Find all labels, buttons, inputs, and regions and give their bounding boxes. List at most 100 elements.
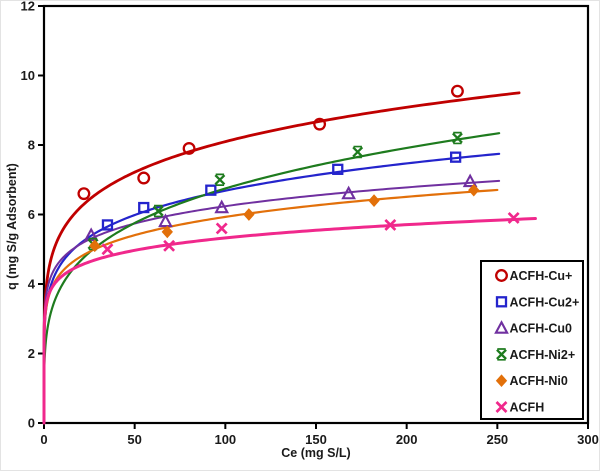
data-point-ACFH-Ni0 (368, 194, 380, 207)
x-axis-tick-label: 300 (577, 432, 599, 447)
legend-marker-ACFH (495, 401, 508, 413)
data-point-ACFH-Cu+ (182, 142, 196, 155)
y-axis-tick-label: 2 (28, 346, 35, 361)
y-axis-tick-label: 10 (21, 68, 35, 83)
y-axis-tick-label: 6 (28, 207, 35, 222)
x-marker-glyph (384, 218, 397, 231)
triangle-marker-glyph (214, 199, 230, 214)
y-axis-tick-label: 4 (28, 277, 36, 292)
x-axis-tick-label: 50 (127, 432, 141, 447)
series-curve-ACFH (42, 217, 537, 425)
x-marker-glyph (215, 222, 228, 235)
diamond-marker-glyph (495, 374, 508, 388)
data-point-ACFH-Cu2+ (332, 163, 344, 175)
data-point-ACFH-Cu0 (214, 199, 230, 214)
series-curve-ACFH-Cu0 (43, 179, 501, 424)
square-marker-glyph (332, 163, 344, 175)
x-axis-tick-label: 100 (214, 432, 236, 447)
y-axis-tick-label: 8 (28, 138, 35, 153)
square-marker-glyph (101, 219, 114, 231)
square-marker-glyph (205, 184, 217, 196)
diamond-marker-glyph (368, 194, 380, 207)
data-point-ACFH-Cu+ (77, 187, 91, 201)
triangle-marker-glyph (158, 213, 173, 228)
data-point-ACFH-Cu0 (462, 173, 478, 188)
diamond-marker-glyph (468, 183, 480, 197)
circle-marker-glyph (313, 117, 327, 131)
data-point-ACFH-Cu2+ (205, 184, 217, 196)
data-point-ACFH-Ni2+ (214, 173, 226, 186)
legend-label-ACFH-Cu0: ACFH-Cu0 (510, 322, 573, 336)
square-marker-glyph (449, 151, 462, 163)
x-marker-glyph (101, 243, 114, 256)
circle-marker-glyph (137, 171, 151, 185)
legend-marker-ACFH-Ni2+ (496, 348, 507, 361)
circle-marker-glyph (450, 84, 464, 98)
xstar-marker-glyph (497, 348, 506, 361)
xstar-marker-glyph (152, 205, 164, 217)
series-curve-ACFH-Cu2+ (42, 152, 501, 425)
y-axis-tick-label: 12 (21, 0, 35, 14)
data-point-ACFH-Cu2+ (449, 151, 462, 163)
xstar-marker-glyph (215, 173, 225, 186)
triangle-marker-glyph (462, 173, 478, 188)
data-point-ACFH-Cu0 (83, 227, 99, 242)
square-marker-glyph (138, 201, 150, 214)
legend-label-ACFH-Ni2+: ACFH-Ni2+ (510, 348, 576, 362)
data-point-ACFH-Cu+ (450, 84, 464, 98)
x-axis-tick-label: 250 (486, 432, 508, 447)
data-point-ACFH-Cu+ (137, 171, 151, 185)
legend-marker-ACFH-Cu0 (494, 320, 509, 334)
legend-marker-ACFH-Cu+ (495, 269, 508, 282)
series-curve-ACFH-Ni0 (42, 188, 499, 425)
data-point-ACFH-Cu2+ (101, 219, 114, 231)
legend-label-ACFH: ACFH (510, 401, 545, 415)
diamond-marker-glyph (89, 239, 101, 253)
x-axis-title: Ce (mg S/L) (281, 446, 350, 460)
legend-label-ACFH-Cu2+: ACFH-Cu2+ (510, 295, 580, 309)
diamond-marker-glyph (161, 225, 173, 239)
data-point-ACFH-Cu0 (158, 213, 173, 228)
data-point-ACFH-Ni0 (161, 225, 173, 239)
square-marker-glyph (495, 296, 508, 308)
data-point-ACFH-Ni0 (468, 183, 480, 197)
triangle-marker-glyph (83, 227, 99, 242)
data-point-ACFH-Cu0 (341, 185, 356, 200)
data-point-ACFH (384, 218, 397, 231)
legend-marker-ACFH-Cu2+ (495, 296, 508, 308)
x-axis-tick-label: 150 (305, 432, 327, 447)
triangle-marker-glyph (341, 185, 356, 200)
x-axis-tick-label: 0 (40, 432, 47, 447)
legend-box (480, 260, 584, 420)
y-axis-tick-label: 0 (28, 416, 35, 431)
circle-marker-glyph (182, 142, 196, 155)
xstar-marker-glyph (452, 132, 463, 144)
xstar-marker-glyph (352, 146, 364, 158)
data-point-ACFH-Ni0 (243, 208, 255, 221)
xstar-marker-glyph (353, 145, 362, 159)
data-point-ACFH (101, 243, 114, 256)
data-point-ACFH-Ni2+ (452, 131, 463, 145)
circle-marker-glyph (495, 269, 508, 282)
data-point-ACFH-Ni0 (89, 239, 101, 253)
x-marker-glyph (495, 401, 508, 413)
circle-marker-glyph (77, 187, 91, 201)
x-marker-glyph (507, 212, 520, 224)
data-point-ACFH (507, 212, 520, 224)
data-point-ACFH-Ni2+ (352, 145, 364, 159)
diamond-marker-glyph (243, 208, 255, 221)
data-point-ACFH-Ni2+ (152, 204, 164, 218)
legend-marker-ACFH-Ni0 (495, 374, 508, 388)
data-point-ACFH-Cu2+ (138, 201, 150, 214)
data-point-ACFH-Cu+ (313, 117, 327, 131)
x-axis-tick-label: 200 (396, 432, 418, 447)
triangle-marker-glyph (494, 320, 509, 334)
xstar-marker-glyph (154, 204, 163, 218)
data-point-ACFH (215, 222, 228, 235)
y-axis-title: q (mg S/g Adsorbent) (5, 163, 19, 290)
xstar-marker-glyph (214, 174, 226, 186)
legend-label-ACFH-Cu+: ACFH-Cu+ (510, 269, 573, 283)
xstar-marker-glyph (453, 131, 462, 145)
